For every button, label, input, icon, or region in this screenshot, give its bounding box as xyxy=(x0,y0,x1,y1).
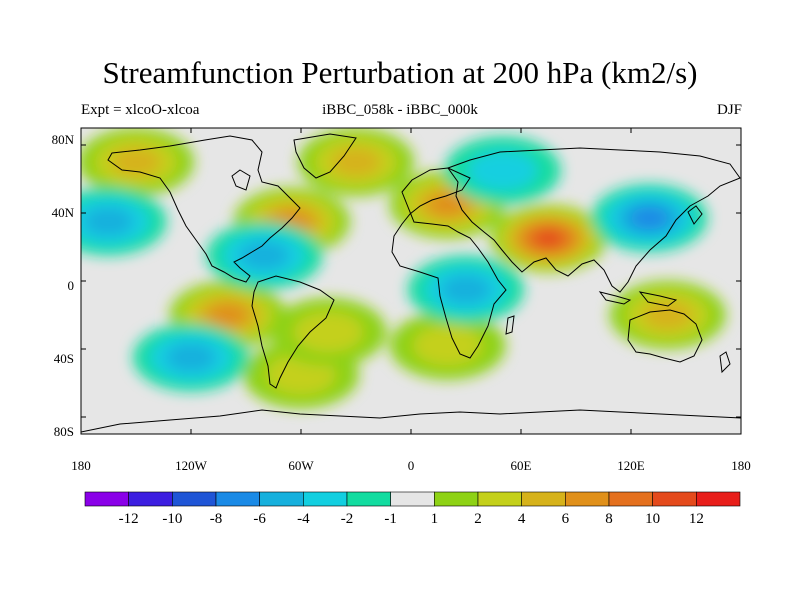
contour-region xyxy=(166,342,216,373)
colorbar-label: -6 xyxy=(253,511,266,527)
colorbar-label: 10 xyxy=(645,511,661,527)
contour-region xyxy=(239,240,290,271)
coastlines xyxy=(81,133,741,433)
lon-tick-label: 60E xyxy=(510,458,532,473)
contour-region xyxy=(467,150,538,191)
contour-region xyxy=(331,147,381,177)
colorbar-label: -10 xyxy=(162,511,183,527)
colorbar-label: -8 xyxy=(209,511,223,527)
colorbar-label: -2 xyxy=(340,511,354,527)
colorbar-label: 4 xyxy=(517,511,526,527)
contour-region xyxy=(535,230,562,247)
lat-tick-label: 80N xyxy=(51,132,74,147)
comparison-label: iBBC_058k - iBBC_000k xyxy=(322,102,478,118)
contour-region xyxy=(642,300,693,330)
colorbar-label: 2 xyxy=(474,511,482,527)
colorbar-label: -12 xyxy=(118,511,139,527)
chart-title: Streamfunction Perturbation at 200 hPa (… xyxy=(102,55,698,90)
contour-region xyxy=(412,325,483,366)
lat-tick-label: 40S xyxy=(53,351,74,366)
season-label: DJF xyxy=(716,102,742,118)
contour-region xyxy=(208,303,248,327)
lat-tick-label: 80S xyxy=(53,424,74,439)
lon-tick-label: 120E xyxy=(617,458,645,473)
colorbar-label: 1 xyxy=(430,511,439,527)
colorbar-label: 8 xyxy=(605,511,613,527)
colorbar-label: -1 xyxy=(384,511,397,527)
colorbar-label: 6 xyxy=(561,511,570,527)
lon-tick-label: 60W xyxy=(288,458,314,473)
contour-region xyxy=(293,311,364,353)
contour-region xyxy=(428,193,467,216)
lon-tick-label: 0 xyxy=(407,458,415,473)
contour-region xyxy=(83,206,134,237)
experiment-label: Expt = xlcoO-xlcoa xyxy=(81,102,200,118)
colorbar-label: 12 xyxy=(688,511,704,527)
contour-region xyxy=(441,274,491,305)
lon-tick-label: 180 xyxy=(731,458,751,473)
lat-tick-label: 40N xyxy=(51,205,74,220)
contour-region xyxy=(111,147,161,177)
contour-region xyxy=(630,206,669,230)
colorbar-label: -4 xyxy=(297,511,310,527)
lon-tick-label: 120W xyxy=(175,458,207,473)
lat-tick-label: 0 xyxy=(67,278,75,293)
lon-tick-label: 180 xyxy=(71,458,91,473)
